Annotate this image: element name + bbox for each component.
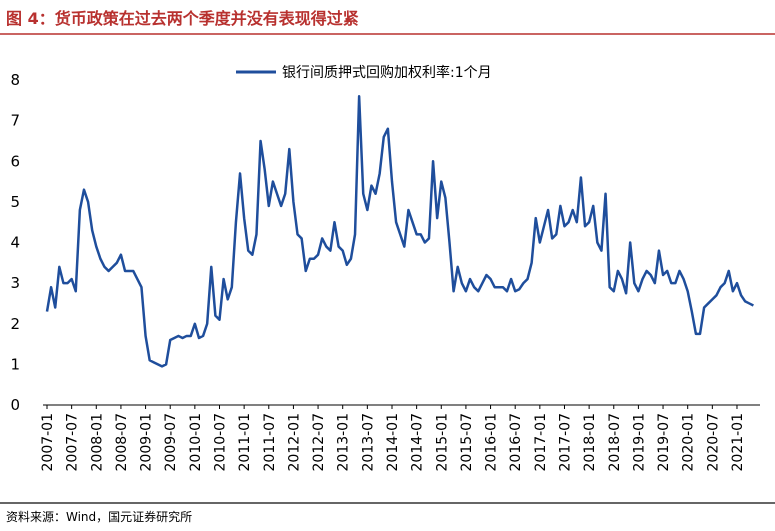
x-tick-label: 2010-07 — [212, 413, 228, 472]
x-tick-label: 2018-01 — [582, 413, 598, 472]
x-tick-label: 2011-07 — [262, 413, 278, 472]
x-tick-label: 2013-01 — [336, 413, 352, 472]
y-tick-label: 2 — [10, 315, 20, 333]
legend-label: 银行间质押式回购加权利率:1个月 — [282, 64, 492, 81]
x-tick-label: 2019-07 — [656, 413, 672, 472]
x-tick-label: 2016-07 — [508, 413, 524, 472]
y-tick-label: 4 — [10, 234, 20, 252]
x-tick-label: 2007-07 — [65, 413, 81, 472]
y-tick-label: 8 — [10, 71, 20, 89]
x-tick-label: 2015-01 — [434, 413, 450, 472]
y-tick-label: 5 — [10, 193, 20, 211]
x-tick-label: 2019-01 — [631, 413, 647, 472]
chart-title: 图 4：货币政策在过去两个季度并没有表现得过紧 — [6, 9, 359, 28]
x-tick-label: 2011-01 — [237, 413, 253, 472]
x-tick-label: 2017-07 — [557, 413, 573, 472]
x-tick-label: 2013-07 — [360, 413, 376, 472]
x-tick-label: 2018-07 — [607, 413, 623, 472]
x-tick-label: 2008-01 — [89, 413, 105, 472]
y-tick-label: 3 — [10, 274, 20, 292]
x-tick-label: 2012-01 — [286, 413, 302, 472]
y-tick-label: 6 — [10, 152, 20, 170]
x-tick-label: 2010-01 — [188, 413, 204, 472]
y-tick-label: 0 — [10, 396, 20, 414]
x-tick-label: 2008-07 — [114, 413, 130, 472]
x-tick-label: 2016-01 — [484, 413, 500, 472]
source: 资料来源：Wind，国元证券研究所 — [6, 509, 192, 524]
x-tick-label: 2020-01 — [681, 413, 697, 472]
x-tick-label: 2007-01 — [40, 413, 56, 472]
x-tick-label: 2014-01 — [385, 413, 401, 472]
x-tick-label: 2021-01 — [730, 413, 746, 472]
x-tick-label: 2020-07 — [705, 413, 721, 472]
x-tick-label: 2012-07 — [311, 413, 327, 472]
series-line — [45, 95, 754, 368]
y-tick-label: 7 — [10, 112, 20, 130]
x-tick-label: 2009-07 — [163, 413, 179, 472]
x-tick-label: 2014-07 — [410, 413, 426, 472]
y-tick-label: 1 — [10, 355, 20, 373]
x-tick-label: 2015-07 — [459, 413, 475, 472]
x-tick-label: 2009-01 — [139, 413, 155, 472]
x-tick-label: 2017-01 — [533, 413, 549, 472]
